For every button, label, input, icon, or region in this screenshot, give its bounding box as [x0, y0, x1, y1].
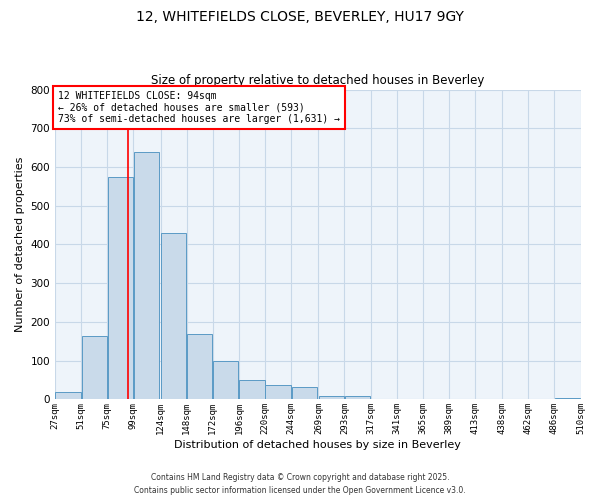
Bar [161, 233, 186, 400]
Text: 12, WHITEFIELDS CLOSE, BEVERLEY, HU17 9GY: 12, WHITEFIELDS CLOSE, BEVERLEY, HU17 9G… [136, 10, 464, 24]
Bar [134, 152, 159, 400]
Text: Contains HM Land Registry data © Crown copyright and database right 2025.
Contai: Contains HM Land Registry data © Crown c… [134, 474, 466, 495]
Bar [107, 176, 133, 400]
Bar [187, 334, 212, 400]
Bar [82, 336, 107, 400]
Bar [292, 387, 317, 400]
Bar [239, 380, 265, 400]
Bar [213, 360, 238, 400]
Bar [265, 384, 290, 400]
Bar [319, 396, 344, 400]
Bar [555, 398, 580, 400]
Y-axis label: Number of detached properties: Number of detached properties [15, 157, 25, 332]
Bar [55, 392, 81, 400]
Title: Size of property relative to detached houses in Beverley: Size of property relative to detached ho… [151, 74, 484, 87]
Text: 12 WHITEFIELDS CLOSE: 94sqm
← 26% of detached houses are smaller (593)
73% of se: 12 WHITEFIELDS CLOSE: 94sqm ← 26% of det… [58, 91, 340, 124]
Bar [345, 396, 370, 400]
X-axis label: Distribution of detached houses by size in Beverley: Distribution of detached houses by size … [175, 440, 461, 450]
